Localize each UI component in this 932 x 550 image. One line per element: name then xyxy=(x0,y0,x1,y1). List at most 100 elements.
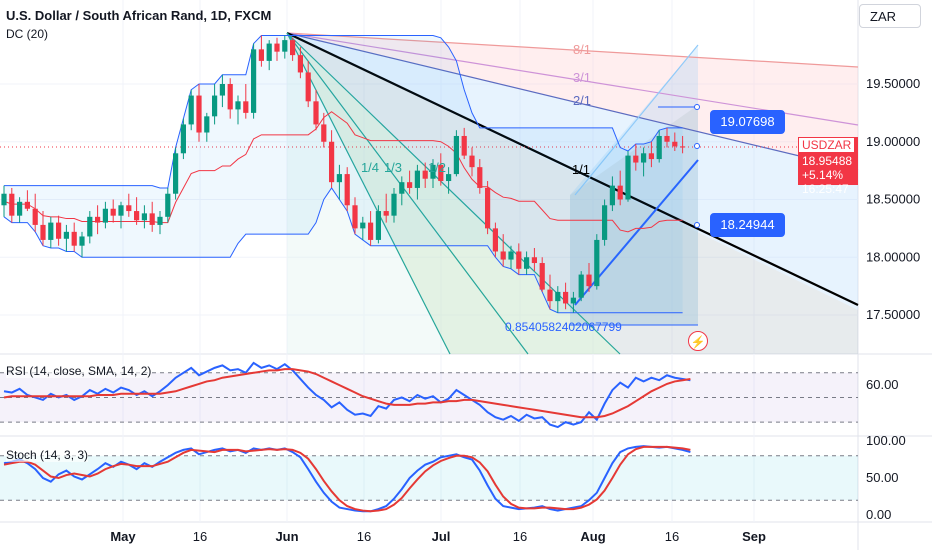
price-label-upper[interactable]: 19.07698 xyxy=(710,110,785,134)
candle-body xyxy=(71,231,77,246)
x-tick-label: May xyxy=(110,529,136,544)
drag-handle[interactable] xyxy=(694,222,700,228)
candle-body xyxy=(344,174,350,206)
gann-fan-label: 8/1 xyxy=(573,42,591,57)
candle-body xyxy=(422,170,428,179)
gann-fan-zone-gray xyxy=(287,33,858,354)
rsi-line xyxy=(3,361,691,429)
symbol-title[interactable]: U.S. Dollar / South African Rand, 1D, FX… xyxy=(6,8,272,23)
donchian-fill xyxy=(4,35,683,313)
gann-fan-label: 1/3 xyxy=(384,160,402,175)
candle-body xyxy=(336,174,342,183)
candle-body xyxy=(102,208,108,223)
candle-body xyxy=(180,124,186,154)
gann-fan-label: 1/2 xyxy=(428,160,446,175)
donchian-basis xyxy=(3,111,683,233)
x-tick-label: Jul xyxy=(432,529,451,544)
candle-body xyxy=(570,297,576,304)
trend-line-black xyxy=(286,32,859,306)
candle-body xyxy=(563,291,569,304)
candle-body xyxy=(282,40,288,52)
candle-body xyxy=(446,174,452,182)
gann-line-8-1 xyxy=(286,32,859,68)
stoch-tick-label: 100.00 xyxy=(866,433,906,448)
candle-body xyxy=(680,146,686,148)
candle-body xyxy=(321,124,327,142)
stoch-d-line xyxy=(3,445,691,513)
currency-button[interactable]: ZAR xyxy=(859,4,921,28)
x-tick-label: 16 xyxy=(665,529,679,544)
donchian-upper xyxy=(4,34,683,189)
candle-body xyxy=(602,205,608,240)
candle-body xyxy=(9,193,15,216)
candle-body xyxy=(24,201,30,209)
candle-body xyxy=(672,141,678,147)
candle-body xyxy=(313,101,319,125)
candle-body xyxy=(391,193,397,216)
candle-body xyxy=(539,263,545,290)
candle-body xyxy=(157,216,163,225)
y-tick-label: 18.00000 xyxy=(866,249,920,264)
gann-line-2-1 xyxy=(286,32,859,171)
candle-body xyxy=(1,193,7,206)
x-tick-label: 16 xyxy=(193,529,207,544)
y-tick-label: 19.00000 xyxy=(866,134,920,149)
drag-handle[interactable] xyxy=(694,104,700,110)
candle-body xyxy=(235,101,241,110)
candle-body xyxy=(329,141,335,183)
candle-body xyxy=(290,40,296,56)
candle-body xyxy=(48,222,54,240)
gann-line-1-4 xyxy=(286,32,451,355)
candle-body xyxy=(149,213,155,225)
rsi-sma-line xyxy=(3,368,691,419)
indicator-label-dc[interactable]: DC (20) xyxy=(6,27,49,41)
candle-body xyxy=(547,289,553,302)
last-price-symbol: USDZAR xyxy=(798,137,855,153)
gann-line-3-1 xyxy=(286,32,859,126)
candle-body xyxy=(469,155,475,168)
x-tick-label: Jun xyxy=(275,529,298,544)
candle-body xyxy=(656,135,662,160)
candle-body xyxy=(438,164,444,182)
gann-fan-labels: 8/1 3/1 2/1 1/1 1/4 1/3 1/2 0.8540582402067799 xyxy=(361,42,700,334)
drawing-tools[interactable] xyxy=(0,32,859,355)
y-tick-label: 17.50000 xyxy=(866,307,920,322)
x-tick-label: Sep xyxy=(742,529,766,544)
candle-body xyxy=(531,257,537,264)
candle-body xyxy=(664,135,670,142)
candle-body xyxy=(87,216,93,237)
price-label-lower[interactable]: 18.24944 xyxy=(710,213,785,237)
candle-body xyxy=(95,216,101,223)
lightning-icon[interactable]: ⚡ xyxy=(688,331,708,351)
candle-body xyxy=(578,274,584,298)
candle-body xyxy=(141,213,147,221)
candle-body xyxy=(219,84,225,96)
stoch-label[interactable]: Stoch (14, 3, 3) xyxy=(6,448,89,462)
candle-body xyxy=(485,187,491,229)
last-price-tag: USDZAR 18.95488 +5.14% 16:25:47 xyxy=(798,137,858,196)
y-tick-label: 19.50000 xyxy=(866,76,920,91)
candle-body xyxy=(516,251,522,269)
candle-body xyxy=(63,231,69,239)
candle-body xyxy=(79,236,85,246)
candle-body xyxy=(383,211,389,216)
x-tick-label: 16 xyxy=(513,529,527,544)
channel-line-upper xyxy=(574,44,699,196)
candle-body xyxy=(633,155,639,163)
candle-body xyxy=(594,239,600,287)
stoch-k-line xyxy=(3,445,691,513)
candle-body xyxy=(500,251,506,260)
candle-body xyxy=(352,205,358,229)
drag-handle[interactable] xyxy=(694,143,700,149)
candle-body xyxy=(165,193,171,217)
axes: 19.50000 19.00000 18.50000 18.00000 17.50000… xyxy=(110,76,920,544)
candle-body xyxy=(648,153,654,160)
candle-body xyxy=(258,49,264,61)
x-tick-label: 16 xyxy=(357,529,371,544)
candle-body xyxy=(407,182,413,188)
gann-fan-label: 2/1 xyxy=(573,93,591,108)
candle-body xyxy=(461,135,467,156)
rsi-label[interactable]: RSI (14, close, SMA, 14, 2) xyxy=(6,364,152,378)
candle-body xyxy=(110,208,116,216)
